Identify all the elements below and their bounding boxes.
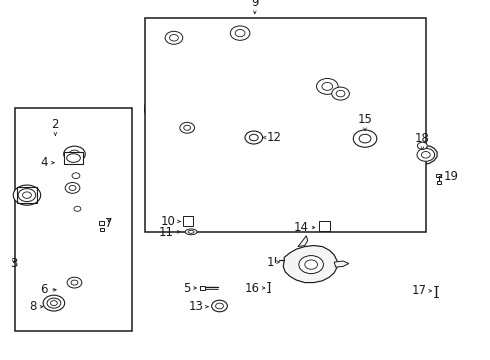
Ellipse shape <box>64 146 85 162</box>
Bar <box>319 221 330 231</box>
Text: 13: 13 <box>189 300 203 313</box>
Ellipse shape <box>65 183 80 193</box>
Text: 7: 7 <box>105 217 113 230</box>
Ellipse shape <box>249 134 258 141</box>
Text: 3: 3 <box>10 257 18 270</box>
Bar <box>437 181 441 184</box>
Ellipse shape <box>322 82 333 90</box>
Ellipse shape <box>299 256 323 274</box>
Ellipse shape <box>23 192 31 198</box>
Polygon shape <box>298 236 308 247</box>
Text: 17: 17 <box>411 284 426 297</box>
Ellipse shape <box>359 134 371 143</box>
Text: 12: 12 <box>267 131 282 144</box>
Polygon shape <box>414 146 437 164</box>
Ellipse shape <box>50 301 57 306</box>
Text: 4: 4 <box>41 156 48 169</box>
Ellipse shape <box>165 31 183 44</box>
Bar <box>99 221 104 225</box>
Text: 5: 5 <box>183 282 190 294</box>
Text: 18: 18 <box>415 132 430 145</box>
Bar <box>64 152 83 164</box>
Polygon shape <box>151 28 321 145</box>
Text: 2: 2 <box>51 118 59 131</box>
Ellipse shape <box>353 130 377 147</box>
Bar <box>100 228 104 231</box>
Ellipse shape <box>18 189 36 202</box>
Bar <box>183 216 193 226</box>
Text: 11: 11 <box>159 226 174 239</box>
Ellipse shape <box>69 150 80 158</box>
Bar <box>17 187 37 203</box>
Text: 1: 1 <box>267 256 274 269</box>
Ellipse shape <box>216 303 223 309</box>
Text: 8: 8 <box>29 300 37 313</box>
Ellipse shape <box>245 131 263 144</box>
Bar <box>200 286 205 290</box>
Ellipse shape <box>72 173 80 179</box>
Text: 16: 16 <box>245 282 260 294</box>
Text: 9: 9 <box>251 0 259 9</box>
Ellipse shape <box>170 35 178 41</box>
Ellipse shape <box>212 300 227 312</box>
Ellipse shape <box>317 78 338 94</box>
Bar <box>145 18 426 232</box>
Text: 6: 6 <box>41 283 48 296</box>
Ellipse shape <box>67 277 82 288</box>
Ellipse shape <box>417 142 427 149</box>
Polygon shape <box>334 261 349 267</box>
Ellipse shape <box>69 185 76 190</box>
Ellipse shape <box>185 229 197 235</box>
Ellipse shape <box>332 87 349 100</box>
Bar <box>15 108 132 331</box>
Ellipse shape <box>180 122 195 133</box>
Ellipse shape <box>13 185 41 205</box>
Ellipse shape <box>47 298 61 308</box>
Ellipse shape <box>421 152 430 158</box>
Text: 19: 19 <box>443 170 459 183</box>
Ellipse shape <box>43 295 65 311</box>
Text: 14: 14 <box>294 221 309 234</box>
Ellipse shape <box>235 30 245 37</box>
Polygon shape <box>21 149 99 237</box>
Polygon shape <box>145 22 354 163</box>
Ellipse shape <box>67 154 80 162</box>
Ellipse shape <box>188 230 194 233</box>
Text: 10: 10 <box>161 215 175 228</box>
Polygon shape <box>59 273 91 289</box>
Ellipse shape <box>74 206 81 211</box>
Ellipse shape <box>71 280 78 285</box>
Polygon shape <box>153 26 195 50</box>
Ellipse shape <box>336 90 345 97</box>
Text: 15: 15 <box>358 113 372 126</box>
Ellipse shape <box>230 26 250 40</box>
Ellipse shape <box>305 260 318 269</box>
Ellipse shape <box>417 148 435 161</box>
Bar <box>436 174 441 177</box>
Polygon shape <box>283 246 337 283</box>
Ellipse shape <box>184 125 191 130</box>
